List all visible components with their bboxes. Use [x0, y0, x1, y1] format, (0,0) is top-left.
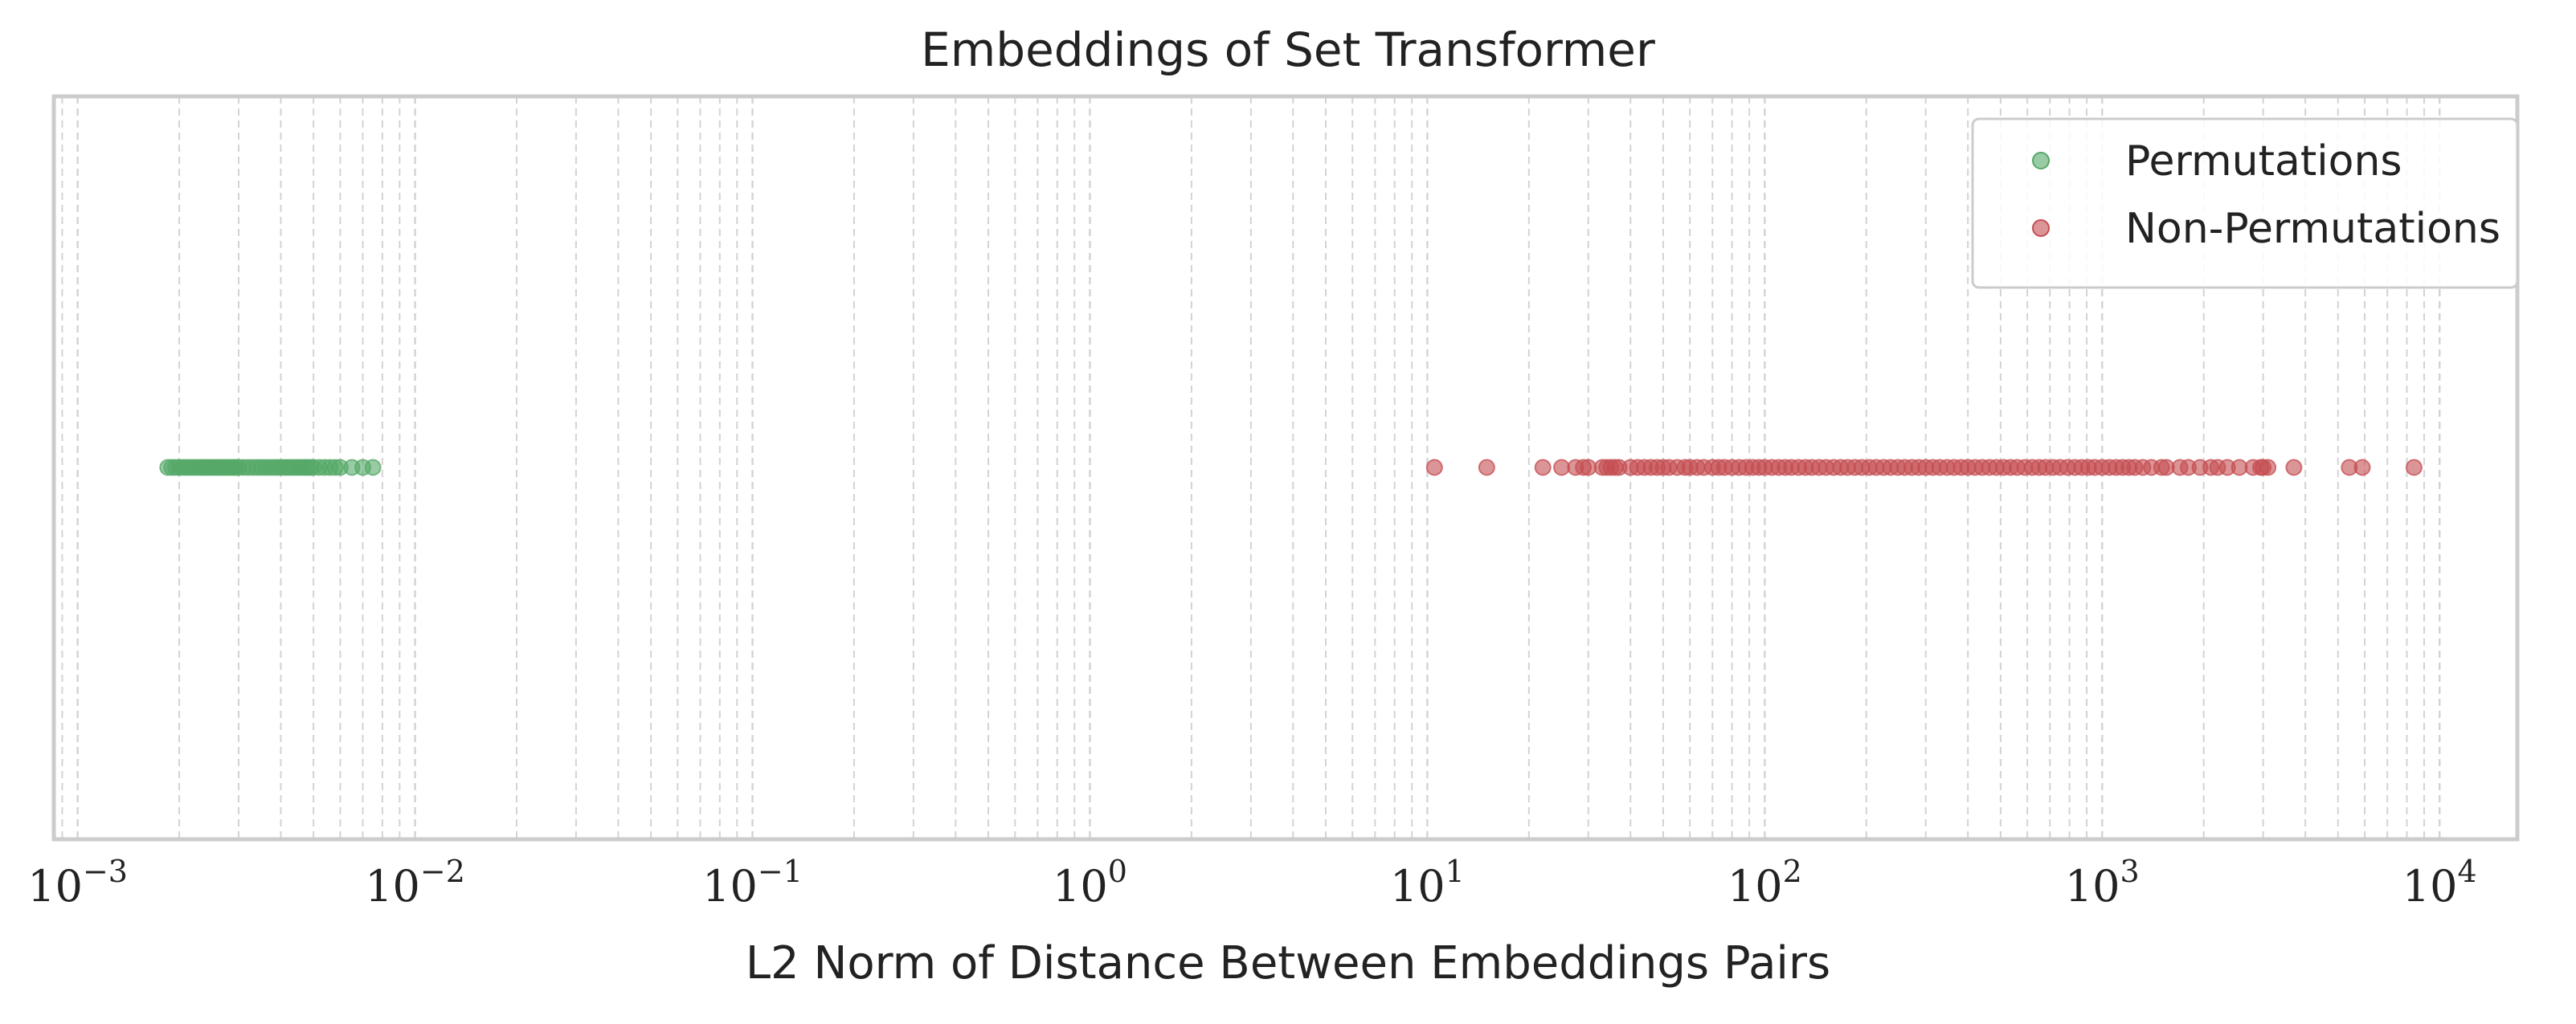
data-point — [1553, 459, 1571, 476]
data-point — [1534, 459, 1552, 476]
series-permutations — [159, 459, 382, 476]
legend-marker — [2032, 152, 2050, 169]
series-non-permutations — [1425, 459, 2423, 476]
data-points — [159, 459, 2423, 476]
x-tick-label: 10−3 — [27, 854, 128, 912]
data-point — [2259, 459, 2277, 476]
x-tick-label: 102 — [1728, 854, 1802, 912]
x-tick-label: 100 — [1053, 854, 1127, 912]
data-point — [2353, 459, 2371, 476]
data-point — [2405, 459, 2423, 476]
legend-marker — [2032, 219, 2050, 237]
x-tick-label: 104 — [2402, 854, 2477, 912]
x-axis-label: L2 Norm of Distance Between Embeddings P… — [746, 937, 1830, 989]
x-tick-label: 10−2 — [365, 854, 465, 912]
legend-label: Permutations — [2125, 137, 2402, 186]
data-point — [2285, 459, 2303, 476]
legend-label: Non-Permutations — [2125, 205, 2500, 253]
plot-frame — [51, 94, 2520, 842]
x-tick-label: 10−1 — [702, 854, 803, 912]
legend-box — [1971, 117, 2519, 289]
data-point — [1478, 459, 1495, 476]
data-point — [1580, 459, 1597, 476]
legend: Permutations Non-Permutations — [1971, 117, 2519, 289]
data-point — [1425, 459, 1443, 476]
x-tick-label: 103 — [2065, 854, 2140, 912]
x-tick-label: 101 — [1390, 854, 1465, 912]
data-point — [364, 459, 382, 476]
x-tick-labels: 10−3 10−2 10−1 100 101 102 103 104 — [27, 854, 2476, 912]
chart-title: Embeddings of Set Transformer — [921, 22, 1655, 77]
